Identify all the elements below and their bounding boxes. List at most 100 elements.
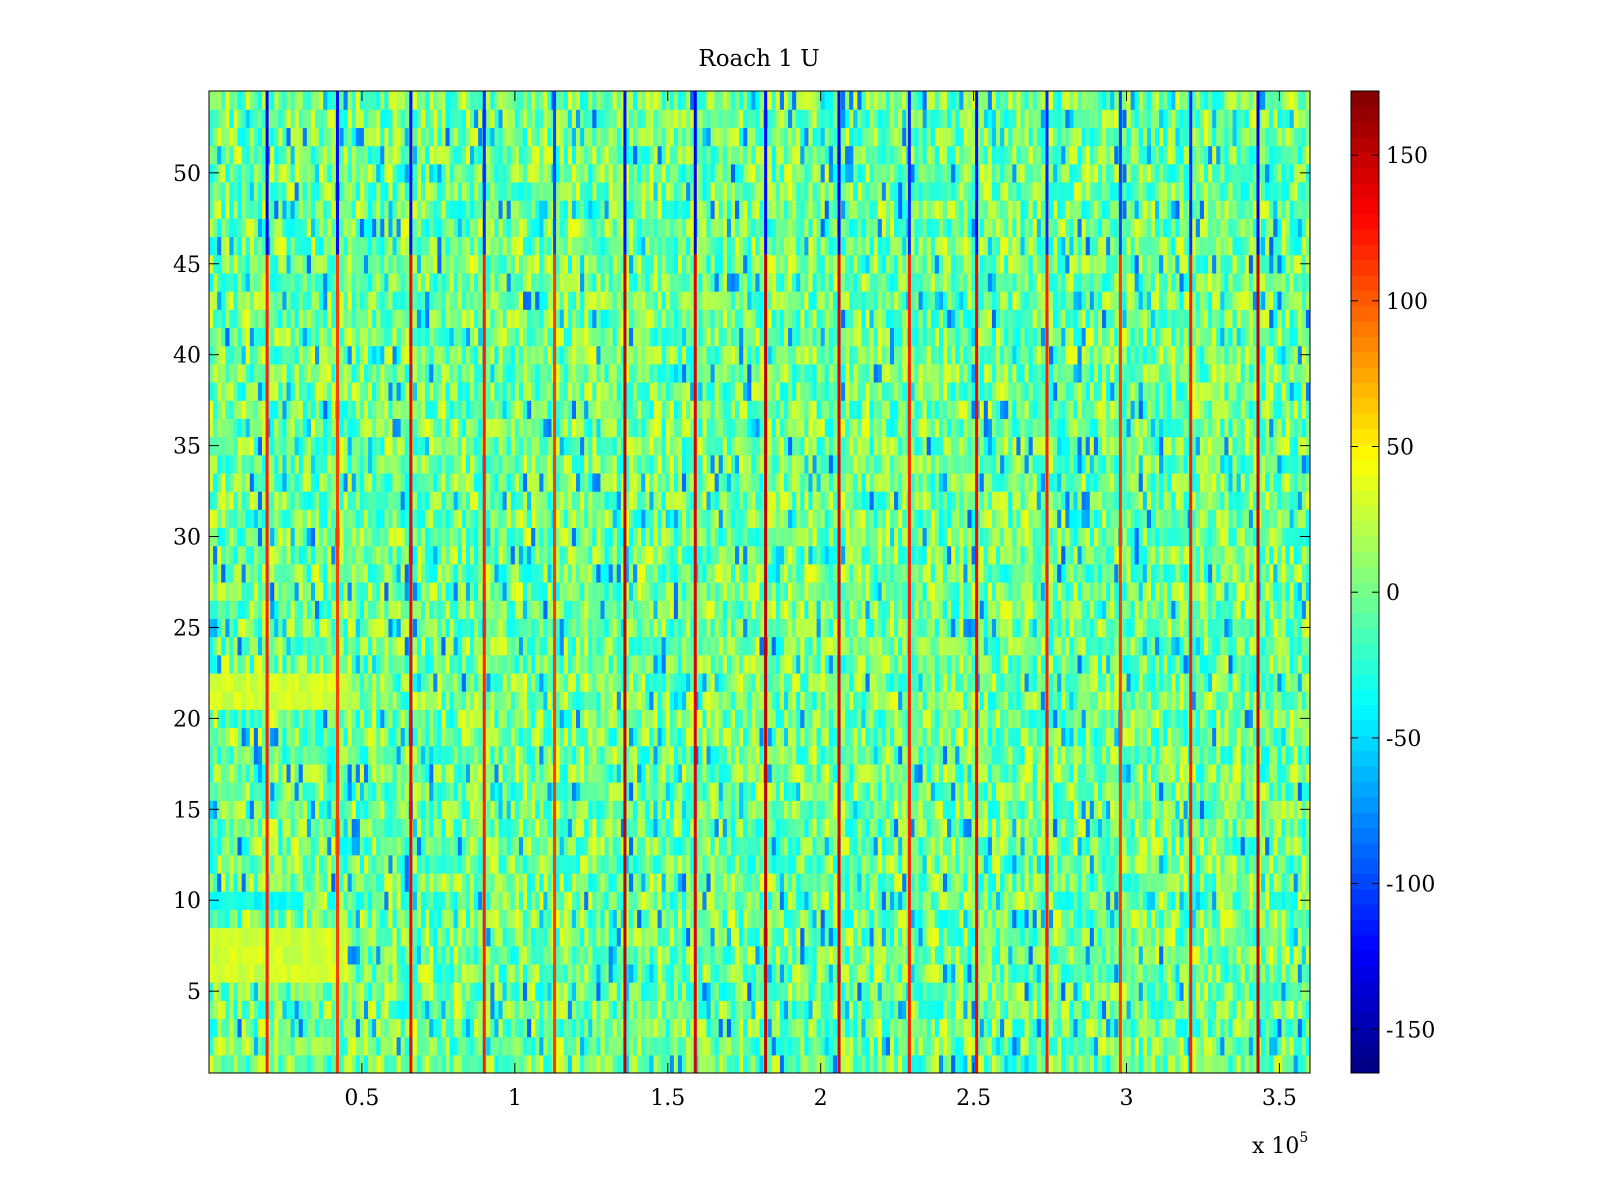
heatmap-cell [257,1018,263,1038]
heatmap-cell [624,909,630,929]
heatmap-cell [1261,818,1266,838]
heatmap-cell [1179,818,1185,838]
heatmap-cell [1281,745,1287,765]
heatmap-cell [1281,1018,1287,1038]
heatmap-cell [641,1000,646,1020]
heatmap-cell [641,727,646,747]
heatmap-cell [486,1000,491,1020]
heatmap-cell [1285,745,1291,765]
heatmap-cell [237,763,243,783]
heatmap-cell [494,800,500,820]
heatmap-cell [1261,945,1266,965]
heatmap-cell [425,909,430,929]
heatmap-cell [323,872,328,892]
heatmap-cell [302,854,308,874]
heatmap-cell [274,891,279,910]
heatmap-cell [457,782,463,801]
heatmap-cell [686,1000,691,1020]
heatmap-cell [824,927,830,947]
heatmap-cell [474,836,479,856]
heatmap-cell [380,1054,385,1073]
heatmap-cell [339,763,345,783]
heatmap-cell [1093,854,1099,874]
heatmap-cell [1240,982,1246,1001]
heatmap-cell [849,872,854,892]
heatmap-cell [1126,836,1132,856]
heatmap-cell [437,800,443,820]
heatmap-cell [1273,909,1278,929]
heatmap-cell [824,782,830,801]
heatmap-cell [828,891,834,910]
heatmap-cell [894,945,899,965]
heatmap-cell [600,927,606,947]
heatmap-cell [824,1018,830,1038]
heatmap-cell [971,1018,977,1038]
heatmap-cell [759,872,765,892]
heatmap-cell [368,818,373,838]
heatmap-cell [979,1018,985,1038]
heatmap-cell [490,818,496,838]
heatmap-cell [996,891,1001,910]
heatmap-cell [861,818,867,838]
heatmap-cell [673,1054,679,1073]
heatmap-cell [1114,745,1119,765]
heatmap-cell [563,836,569,856]
heatmap-cell [828,982,834,1001]
heatmap-cell [959,818,964,838]
heatmap-cell [743,745,748,765]
heatmap-cell [1232,927,1238,947]
heatmap-cell [1179,982,1185,1001]
heatmap-cell [841,891,846,910]
heatmap-cell [832,1018,838,1038]
heatmap-cell [1269,909,1274,929]
heatmap-cell [1191,818,1197,838]
heatmap-cell [804,745,810,765]
heatmap-cell [604,836,610,856]
heatmap-cell [514,927,520,947]
heatmap-cell [608,927,614,947]
heatmap-cell [1150,1036,1156,1056]
heatmap-cell [518,854,524,874]
heatmap-cell [657,782,663,801]
heatmap-cell [665,782,671,801]
heatmap-cell [1248,763,1254,783]
heatmap-cell [845,782,850,801]
heatmap-cell [1138,1018,1144,1038]
heatmap-cell [1175,782,1181,801]
heatmap-cell [1008,745,1013,765]
heatmap-cell [1061,836,1066,856]
heatmap-cell [845,1018,850,1038]
heatmap-cell [257,1000,263,1020]
heatmap-cell [938,745,944,765]
heatmap-cell [951,982,956,1001]
heatmap-cell [947,1000,952,1020]
heatmap-cell [718,1036,724,1056]
heatmap-cell [1208,800,1213,820]
heatmap-cell [461,727,467,747]
heatmap-cell [706,945,712,965]
heatmap-cell [278,963,283,983]
heatmap-cell [1110,745,1115,765]
heatmap-cell [616,782,622,801]
heatmap-cell [722,800,728,820]
heatmap-cell [494,982,500,1001]
heatmap-cell [857,800,863,820]
heatmap-cell [889,745,895,765]
heatmap-cell [690,891,695,910]
heatmap-cell [217,1000,222,1020]
heatmap-cell [804,854,810,874]
heatmap-cell [282,727,288,747]
heatmap-cell [253,763,259,783]
heatmap-cell [437,763,443,783]
heatmap-cell [726,872,732,892]
heatmap-cell [404,763,410,783]
heatmap-cell [1171,1054,1177,1073]
heatmap-cell [486,745,491,765]
heatmap-cell [1028,763,1034,783]
heatmap-cell [824,818,830,838]
heatmap-cell [298,745,304,765]
heatmap-cell [469,945,475,965]
heatmap-cell [221,745,226,765]
heatmap-cell [1244,1036,1250,1056]
heatmap-cell [1008,982,1013,1001]
